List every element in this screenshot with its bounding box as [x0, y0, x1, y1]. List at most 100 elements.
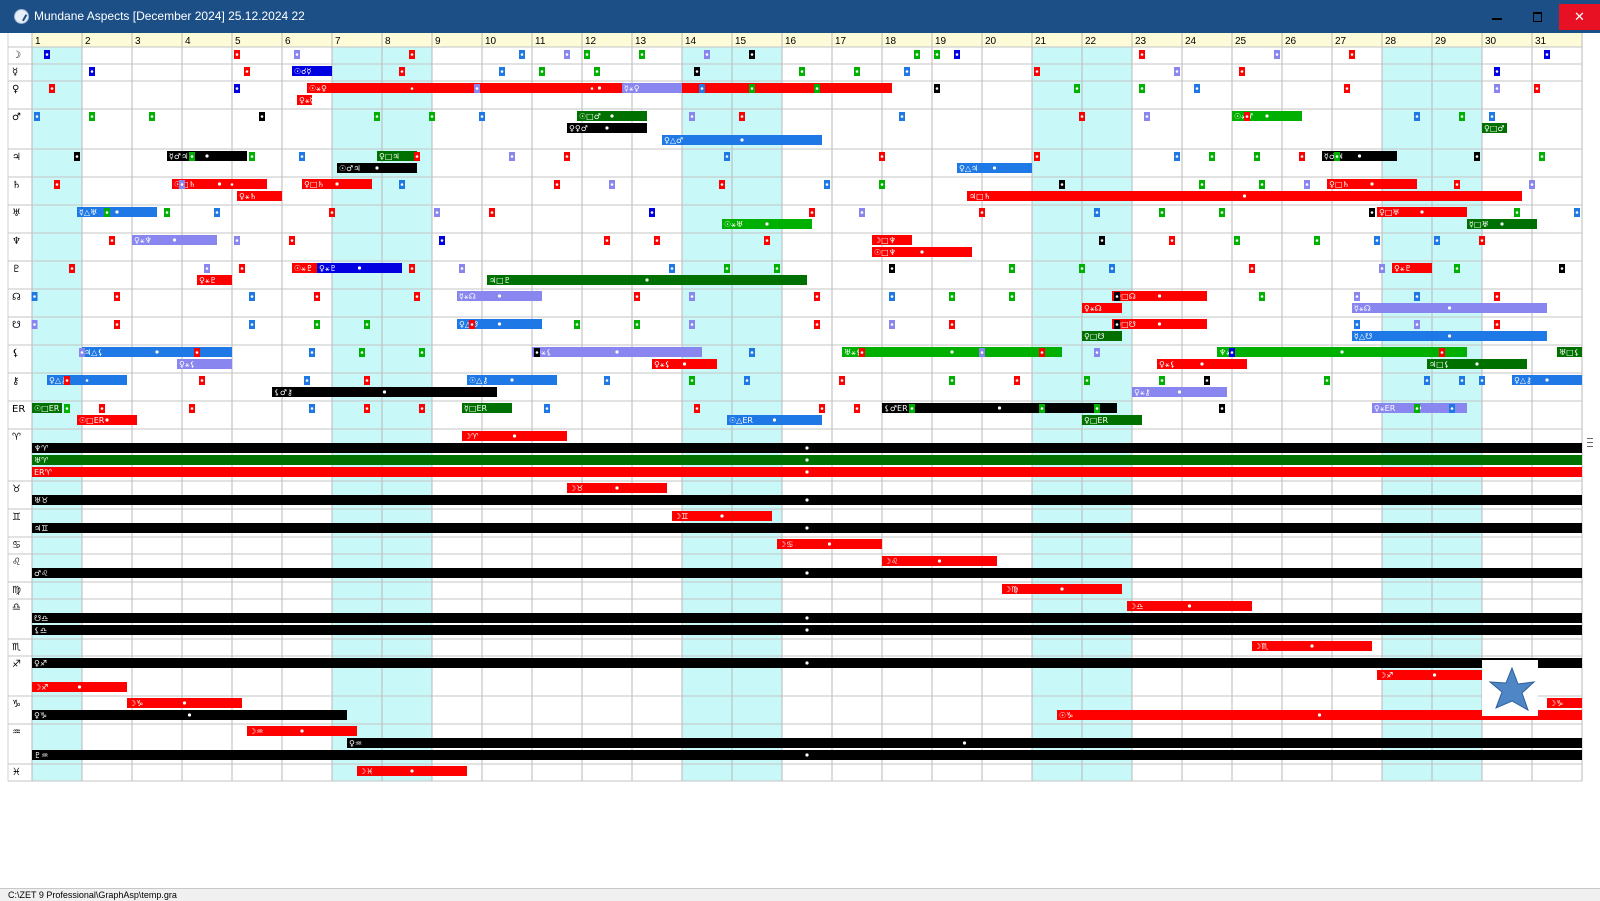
aspect-bar[interactable]	[377, 151, 417, 161]
aspect-dot-center	[815, 295, 819, 298]
aspect-dot-center	[1200, 183, 1204, 186]
aspect-bar-label: ⚸♂ER	[884, 404, 908, 413]
minimize-button[interactable]	[1478, 4, 1518, 30]
aspect-dot-center	[1160, 211, 1164, 214]
aspect-bar-label: ☽♈	[464, 432, 478, 441]
aspect-bar[interactable]	[292, 66, 332, 76]
star-badge	[1482, 660, 1538, 716]
aspect-dot-center	[1080, 115, 1084, 118]
aspect-dot-center	[190, 407, 194, 410]
aspect-bar-label: ♀△♂	[664, 136, 683, 145]
aspect-bar[interactable]	[32, 403, 62, 413]
aspect-bar[interactable]	[297, 95, 312, 105]
aspect-bar[interactable]	[622, 83, 682, 93]
aspect-bar-label: ♀△♃	[959, 164, 978, 173]
exact-marker	[182, 701, 187, 705]
aspect-bar-label: ☽♉	[569, 484, 583, 493]
maximize-button[interactable]	[1517, 4, 1557, 30]
aspect-dot-center	[235, 239, 239, 242]
day-label: 5	[235, 36, 241, 47]
aspect-dot-center	[605, 239, 609, 242]
aspect-dot-center	[980, 211, 984, 214]
aspect-bar-label: ☿⚹☊	[459, 292, 476, 301]
aspect-dot-center	[545, 407, 549, 410]
aspect-bar[interactable]	[1082, 415, 1142, 425]
app-icon[interactable]	[14, 9, 29, 24]
aspect-bar[interactable]	[1392, 263, 1432, 273]
exact-marker	[805, 753, 809, 757]
aspect-dot-center	[535, 351, 539, 354]
aspect-bar[interactable]	[1082, 303, 1122, 313]
row-symbol: ♆	[12, 236, 21, 247]
exact-marker	[1500, 222, 1504, 226]
exact-marker	[805, 628, 809, 632]
aspect-dot-center	[305, 379, 309, 382]
aspect-bar-label: ♃♊	[34, 524, 48, 533]
exact-marker	[357, 266, 362, 270]
aspect-dot-center	[250, 295, 254, 298]
row-symbol: ♃	[12, 152, 21, 163]
aspect-dot-center	[825, 183, 829, 186]
aspect-bar-label: ♀♑	[34, 711, 47, 720]
aspect-bar-label: ☉⚹♂	[1234, 112, 1253, 121]
aspect-bar[interactable]	[1547, 698, 1582, 708]
aspect-dot-center	[1300, 155, 1304, 158]
aspect-bar[interactable]	[872, 235, 912, 245]
aspect-dot-center	[1415, 323, 1419, 326]
aspect-bar[interactable]	[1082, 331, 1122, 341]
aspect-bar-label: ♃△⚸	[84, 348, 103, 357]
aspect-dot-center	[1220, 407, 1224, 410]
day-label: 29	[1435, 36, 1447, 47]
aspect-dot-center	[45, 53, 49, 56]
exact-marker	[1370, 182, 1374, 186]
aspect-dot-center	[260, 115, 264, 118]
aspect-dot-center	[935, 87, 939, 90]
aspect-bar[interactable]	[1482, 123, 1507, 133]
aspect-dot-center	[1160, 379, 1164, 382]
aspect-dot-center	[1355, 323, 1359, 326]
aspect-dot-center	[1535, 87, 1539, 90]
aspect-bar-label: ☽♌	[884, 557, 898, 566]
aspect-bar-label: ♇♒	[34, 751, 48, 760]
scrollbar-grip[interactable]	[1587, 438, 1593, 447]
exact-marker	[115, 210, 119, 214]
exact-marker	[805, 446, 809, 450]
aspect-bar[interactable]	[462, 403, 512, 413]
aspect-dot-center	[1095, 407, 1099, 410]
aspect-dot-center	[670, 267, 674, 270]
row-symbol: ♌	[12, 557, 21, 568]
aspect-dot-center	[410, 53, 414, 56]
aspect-dot-center	[565, 155, 569, 158]
exact-marker	[1310, 644, 1314, 648]
aspect-dot-center	[1540, 155, 1544, 158]
row-symbol: ☿	[12, 67, 18, 78]
aspect-dot-center	[1175, 70, 1179, 73]
aspect-bar-label: ⚸♂⚷	[274, 388, 293, 397]
title-bar: Mundane Aspects [December 2024] 25.12.20…	[0, 0, 1600, 33]
close-button[interactable]	[1559, 4, 1600, 30]
aspect-bar[interactable]	[177, 359, 232, 369]
aspect-bar[interactable]	[1557, 347, 1582, 357]
aspect-dot-center	[815, 87, 819, 90]
exact-marker	[805, 661, 809, 665]
aspect-dot-center	[915, 53, 919, 56]
exact-marker	[1060, 587, 1064, 591]
exact-marker	[827, 542, 832, 546]
aspect-dot-center	[1495, 295, 1499, 298]
aspect-bar[interactable]	[197, 275, 232, 285]
aspect-chart[interactable]: 1 2 3 4 5 6 7 8 9 10 11 12 13 14 15 16 17 18 19 20 21 22 23 24 2…	[0, 33, 1600, 888]
aspect-bar-label: ☉⚹⚸	[534, 348, 552, 357]
aspect-bar-label: ♂♌	[34, 569, 48, 578]
status-file-path: C:\ZET 9 Professional\GraphAsp\temp.gra	[8, 890, 177, 900]
exact-marker	[772, 418, 777, 422]
exact-marker	[497, 322, 502, 326]
day-label: 25	[1235, 36, 1247, 47]
exact-marker	[937, 559, 942, 563]
aspect-bar[interactable]	[237, 191, 282, 201]
aspect-dot-center	[360, 351, 364, 354]
aspect-dot-center	[650, 211, 654, 214]
aspect-dot-center	[1335, 155, 1339, 158]
aspect-bar-label: ☉⚹♅	[724, 220, 743, 229]
row-symbol: ♓	[12, 767, 21, 778]
aspect-dot-center	[705, 53, 709, 56]
